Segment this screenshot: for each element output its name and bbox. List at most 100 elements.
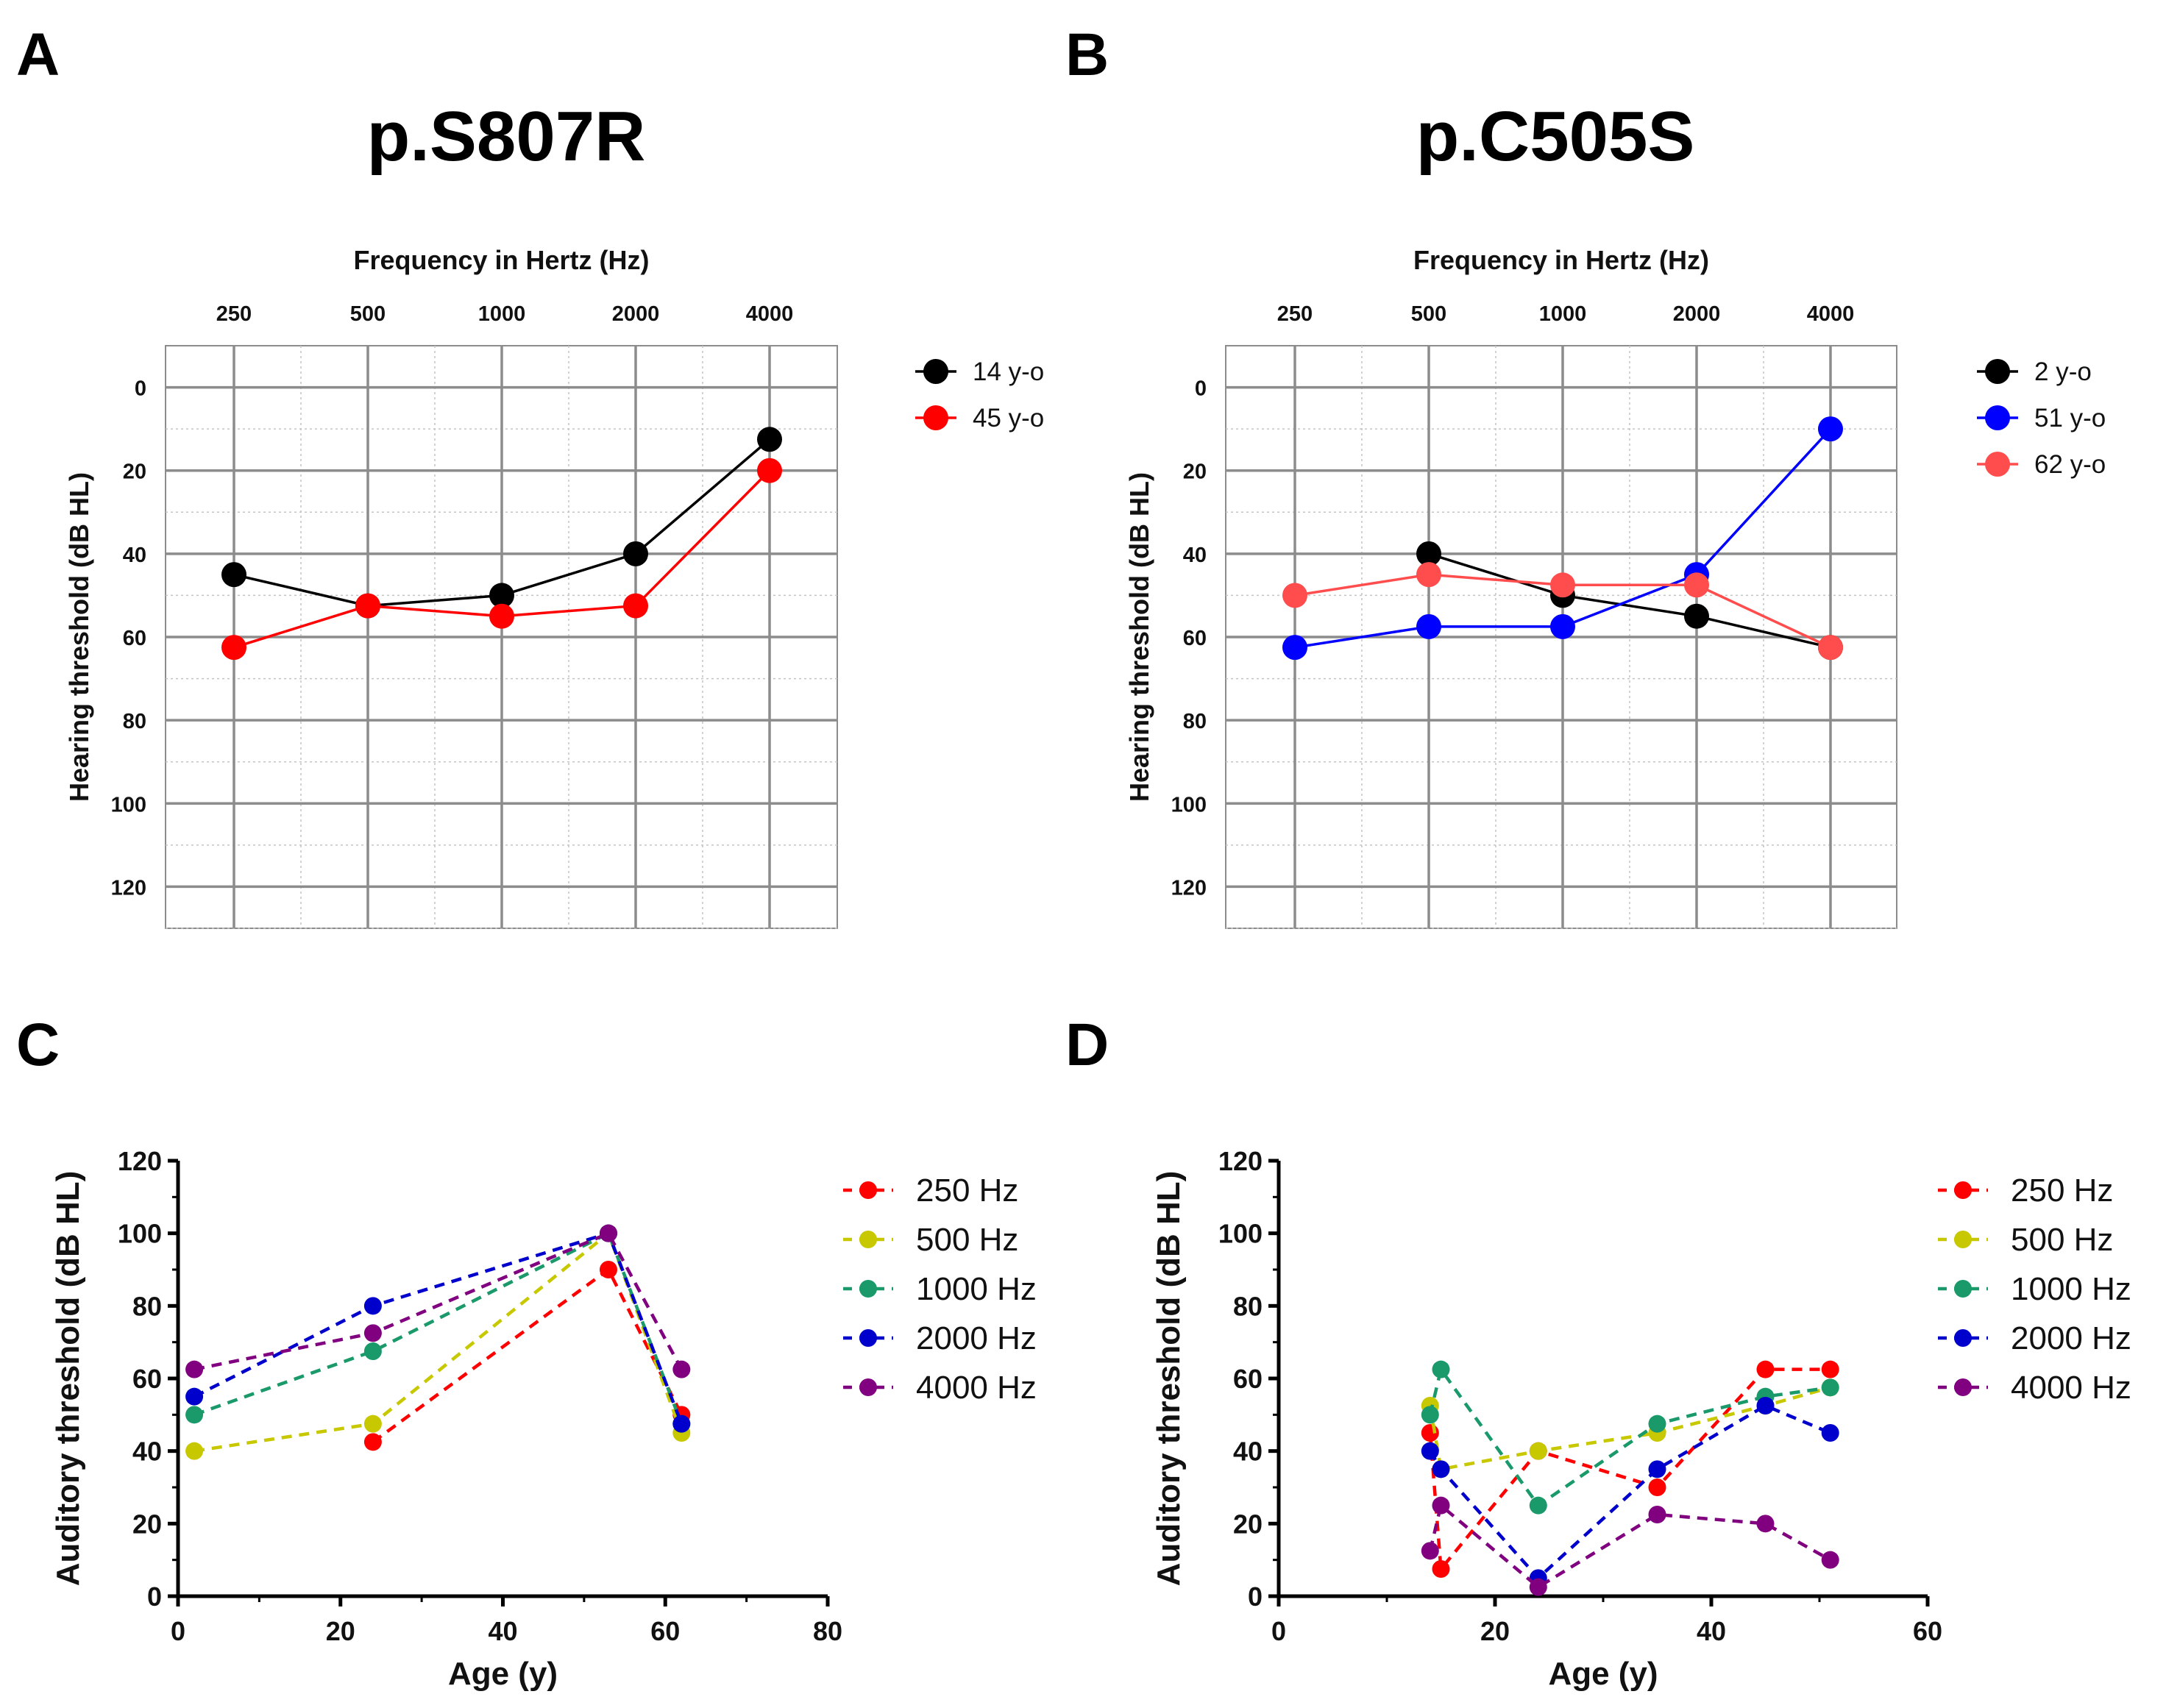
y-tick-label: 60	[1233, 1364, 1263, 1394]
data-point	[672, 1415, 691, 1433]
x-tick-label: 2000	[612, 302, 660, 326]
y-tick-label: 100	[118, 1219, 162, 1249]
data-point	[1432, 1360, 1450, 1378]
x-tick-label: 500	[350, 302, 386, 326]
series-line	[372, 1267, 683, 1444]
data-point	[757, 458, 782, 483]
data-point	[599, 1224, 617, 1242]
data-point	[1550, 613, 1575, 639]
x-tick-label: 60	[650, 1616, 680, 1646]
data-point	[1648, 1460, 1666, 1479]
data-point	[1421, 1542, 1439, 1560]
y-tick-label: 60	[132, 1364, 162, 1394]
y-axis-title: Auditory threshold (dB HL)	[1151, 1171, 1187, 1587]
data-point	[1818, 416, 1843, 442]
series-line	[193, 1231, 683, 1371]
y-tick-label: 40	[1183, 544, 1207, 567]
data-point	[363, 1342, 382, 1360]
data-point	[363, 1324, 382, 1342]
legend-label: 14 y-o	[973, 357, 1044, 386]
legend-label: 62 y-o	[2034, 450, 2106, 479]
data-point	[1821, 1360, 1839, 1378]
data-point	[363, 1415, 382, 1433]
y-tick-label: 100	[1218, 1219, 1263, 1249]
data-point	[1529, 1442, 1547, 1460]
panel-label-c: C	[16, 1011, 60, 1078]
panel-label-a: A	[16, 21, 60, 88]
legend-marker	[1985, 452, 2010, 477]
panel-label-b: B	[1065, 21, 1109, 88]
legend-label: 500 Hz	[2011, 1222, 2113, 1258]
x-tick-label: 500	[1411, 302, 1446, 326]
data-point	[221, 635, 246, 661]
data-point	[599, 1261, 617, 1278]
data-point	[1756, 1515, 1775, 1533]
panel-label-d: D	[1065, 1011, 1109, 1078]
legend-marker	[859, 1280, 877, 1298]
series-line	[1428, 552, 1831, 649]
legend-label: 250 Hz	[916, 1173, 1018, 1209]
legend-marker	[1985, 359, 2010, 384]
data-point	[1756, 1397, 1775, 1415]
y-tick-label: 120	[1218, 1146, 1263, 1176]
panel-title-a: p.S807R	[367, 97, 646, 176]
legend-label: 4000 Hz	[916, 1370, 1037, 1406]
y-tick-label: 0	[1195, 377, 1207, 401]
data-point	[623, 541, 648, 566]
y-tick-label: 40	[132, 1437, 162, 1467]
y-tick-label: 20	[132, 1509, 162, 1539]
legend-marker	[859, 1378, 877, 1396]
legend-marker	[1985, 405, 2010, 430]
data-point	[1416, 562, 1441, 588]
x-tick-label: 60	[1913, 1616, 1942, 1646]
y-tick-label: 100	[1171, 793, 1207, 816]
data-point	[1416, 541, 1441, 566]
audiogram-a: 0 20 40 60 80 100 120 250 500 1000 2000 4000 Frequen…	[64, 245, 1044, 929]
y-tick-label: 100	[111, 793, 146, 816]
legend-label: 500 Hz	[916, 1222, 1018, 1258]
x-tick-label: 40	[488, 1616, 517, 1646]
y-tick-label: 20	[123, 460, 146, 484]
series-line	[193, 1231, 683, 1425]
y-tick-label: 40	[123, 544, 146, 567]
y-tick-label: 120	[111, 876, 146, 900]
y-tick-label: 20	[1183, 460, 1207, 484]
data-point	[185, 1387, 204, 1406]
x-tick-label: 1000	[478, 302, 526, 326]
legend-label: 250 Hz	[2011, 1173, 2113, 1209]
data-point	[623, 593, 648, 619]
data-point	[363, 1297, 382, 1315]
y-tick-label: 60	[123, 627, 146, 650]
legend-marker	[859, 1231, 877, 1248]
data-point	[1282, 635, 1307, 661]
x-axis-title: Frequency in Hertz (Hz)	[353, 245, 649, 275]
data-point	[1529, 1496, 1547, 1515]
x-tick-label: 20	[1480, 1616, 1510, 1646]
y-tick-label: 0	[147, 1581, 162, 1612]
data-point	[1648, 1506, 1666, 1523]
legend-marker	[1954, 1280, 1972, 1298]
y-tick-label: 80	[1233, 1291, 1263, 1321]
data-point	[1821, 1424, 1839, 1442]
legend-label: 51 y-o	[2034, 404, 2106, 433]
y-tick-label: 120	[1171, 876, 1207, 900]
x-axis-title: Age (y)	[448, 1656, 558, 1692]
y-axis-title: Auditory threshold (dB HL)	[50, 1171, 86, 1587]
data-point	[185, 1406, 204, 1424]
legend-marker	[1954, 1181, 1972, 1199]
data-point	[489, 583, 514, 608]
series-line	[1428, 1403, 1831, 1581]
x-tick-label: 0	[171, 1616, 185, 1646]
legend-label: 2000 Hz	[916, 1320, 1037, 1356]
data-point	[1432, 1496, 1450, 1515]
legend-label: 4000 Hz	[2011, 1370, 2131, 1406]
data-point	[1648, 1479, 1666, 1496]
y-tick-label: 120	[118, 1146, 162, 1176]
y-tick-label: 80	[132, 1291, 162, 1321]
x-tick-label: 40	[1697, 1616, 1726, 1646]
data-point	[1818, 635, 1843, 661]
data-point	[1421, 1442, 1439, 1460]
series-line	[1428, 1367, 1831, 1573]
data-point	[1416, 613, 1441, 639]
